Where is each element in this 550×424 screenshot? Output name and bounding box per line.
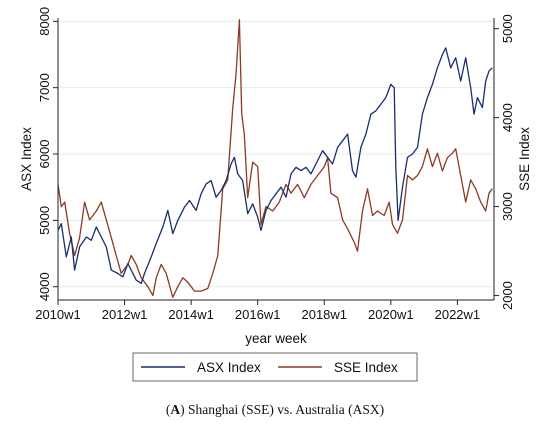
legend: ASX Index SSE Index bbox=[132, 352, 418, 382]
y-tick-label-right-2: 4000 bbox=[500, 103, 515, 132]
y-tick-label-left-4: 8000 bbox=[37, 7, 52, 36]
y-tick-label-right-3: 5000 bbox=[500, 14, 515, 43]
y-tick-label-left-3: 7000 bbox=[37, 73, 52, 102]
y-tick-label-left-1: 5000 bbox=[37, 206, 52, 235]
legend-label-asx: ASX Index bbox=[197, 360, 261, 375]
y-tick-label-left-2: 6000 bbox=[37, 140, 52, 169]
legend-label-sse: SSE Index bbox=[334, 360, 398, 375]
x-axis-title: year week bbox=[245, 331, 307, 346]
y-tick-label-right-1: 3000 bbox=[500, 192, 515, 221]
y-axis-title-right: SSE Index bbox=[517, 127, 532, 191]
y-axis-title-left: ASX Index bbox=[19, 127, 34, 191]
x-tick-label-0: 2010w1 bbox=[35, 307, 81, 322]
series-line-asx bbox=[57, 47, 493, 285]
caption-text: ) Shanghai (SSE) vs. Australia (ASX) bbox=[180, 402, 385, 417]
tick-labels: 4000 5000 6000 7000 8000 2000 3000 4000 5000 2010… bbox=[35, 7, 515, 322]
x-tick-label-6: 2022w1 bbox=[435, 307, 481, 322]
y-tick-label-left-0: 4000 bbox=[37, 272, 52, 301]
y-tick-label-right-0: 2000 bbox=[500, 281, 515, 310]
series-layer bbox=[57, 19, 493, 298]
axes bbox=[53, 18, 499, 305]
gridlines bbox=[58, 20, 494, 288]
caption-panel-letter: A bbox=[170, 402, 181, 417]
x-tick-label-1: 2012w1 bbox=[102, 307, 148, 322]
x-tick-label-5: 2020w1 bbox=[368, 307, 414, 322]
x-tick-label-2: 2014w1 bbox=[168, 307, 214, 322]
x-tick-label-4: 2018w1 bbox=[301, 307, 347, 322]
plot-area bbox=[58, 18, 494, 300]
series-line-sse bbox=[57, 19, 493, 298]
x-tick-label-3: 2016w1 bbox=[235, 307, 281, 322]
figure-caption: (A) Shanghai (SSE) vs. Australia (ASX) bbox=[165, 402, 385, 417]
